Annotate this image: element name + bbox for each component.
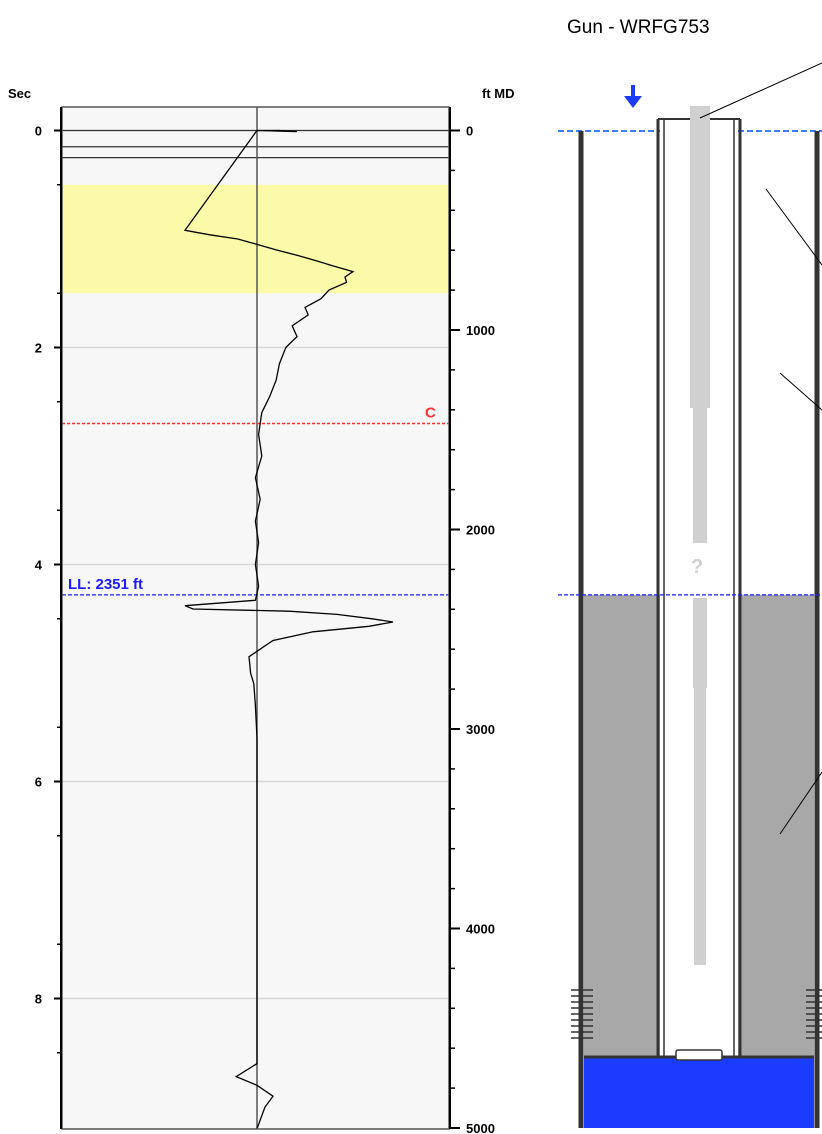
left-axis-label: Sec [8,86,31,101]
callout-line-annulus-upper [765,188,822,266]
pump-plug [675,1049,723,1061]
highlight-band [62,184,449,294]
left-axis-ticks: 0 2 4 6 8 [35,124,62,1054]
right-tick-label: 4000 [466,922,495,937]
log-chart: C LL: 2351 ft 0 2 4 6 8 0 1000 2000 3000 4000 500… [8,86,515,1134]
left-tick-label: 2 [35,341,42,356]
right-axis-label: ft MD [482,86,515,101]
rod-lower-a [693,598,707,688]
left-tick-label: 0 [35,124,42,139]
rod-mid [693,408,707,543]
left-tick-label: 4 [35,558,43,573]
right-tick-label: 5000 [466,1121,495,1134]
perforations-right [806,989,822,1039]
rod-upper [690,106,710,408]
callout-line-annulus-mid [779,372,822,411]
down-arrow-icon [624,85,642,108]
callout-line-rod [699,62,822,119]
bottom-fluid [584,1057,814,1128]
right-tick-label: 3000 [466,722,495,737]
collar-label: C [425,404,436,421]
left-tick-label: 6 [35,775,42,790]
right-tick-label: 2000 [466,523,495,538]
right-tick-label: 1000 [466,323,495,338]
left-tick-label: 8 [35,992,42,1007]
callout-line-liquid [779,771,822,835]
wellbore-diagram: Gun - WRFG753 ? [558,17,822,1128]
unknown-marker: ? [691,556,703,578]
right-tick-label: 0 [466,124,473,139]
reference-lines [62,129,449,159]
acoustic-trace-line [183,129,394,1129]
liquid-level-label: LL: 2351 ft [68,576,143,593]
gun-label: Gun - WRFG753 [567,17,710,38]
rod-lower-b [694,688,706,965]
right-axis-ticks: 0 1000 2000 3000 4000 5000 [449,124,495,1134]
perforations-left [571,989,593,1039]
